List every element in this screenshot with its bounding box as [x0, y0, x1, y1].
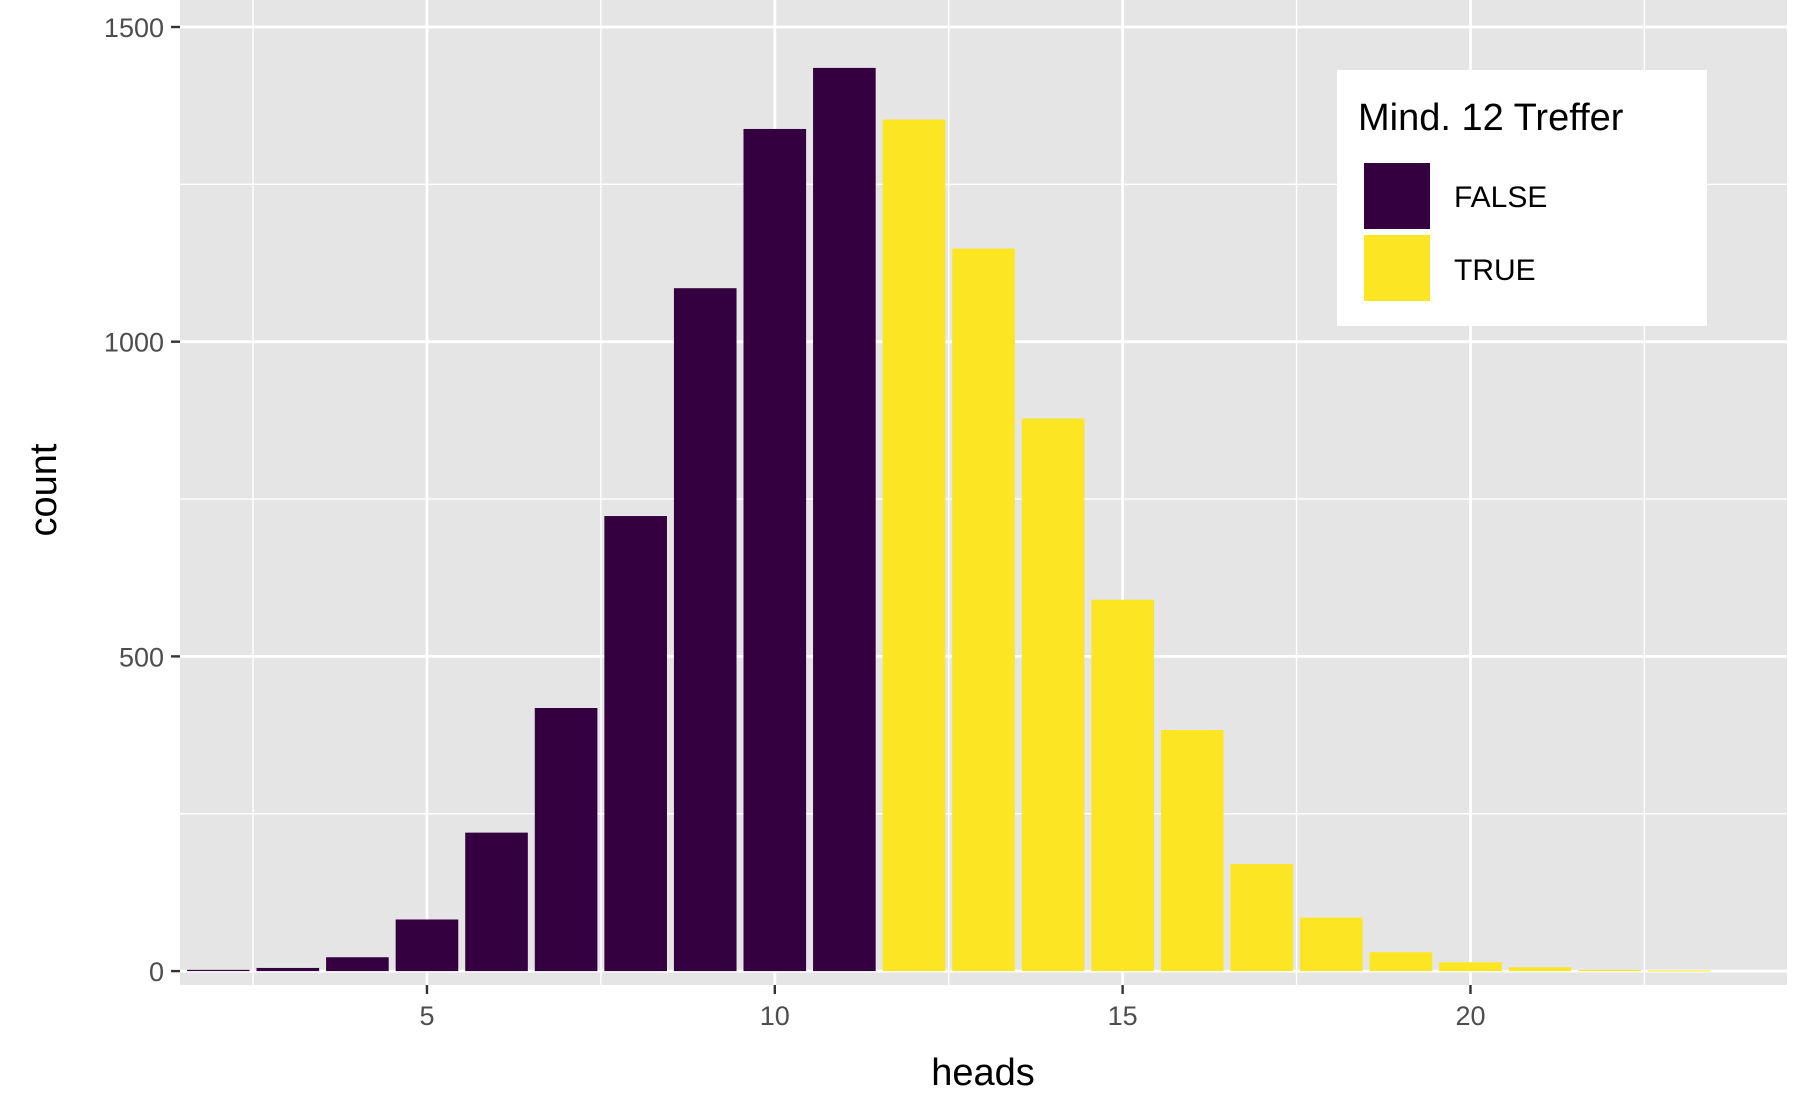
bar-7 — [534, 708, 598, 972]
bar-5 — [395, 919, 459, 972]
bars — [186, 67, 1711, 972]
x-tick-label: 20 — [1455, 1001, 1485, 1031]
x-axis: 5 10 15 20 — [419, 985, 1485, 1031]
x-axis-title: heads — [931, 1052, 1035, 1094]
bar-19 — [1369, 952, 1433, 972]
bar-4 — [326, 957, 389, 972]
y-tick-label: 1500 — [104, 13, 164, 43]
y-axis-title: count — [23, 443, 65, 536]
bar-18 — [1300, 917, 1363, 972]
bar-12 — [882, 119, 946, 972]
bar-2 — [186, 969, 250, 972]
x-tick-label: 10 — [760, 1001, 790, 1031]
bar-8 — [604, 516, 667, 972]
bar-16 — [1160, 730, 1224, 972]
y-tick-label: 0 — [149, 957, 164, 987]
bar-23 — [1647, 970, 1711, 972]
legend-key-false — [1364, 163, 1430, 229]
legend-key-true — [1364, 235, 1430, 301]
bar-3 — [256, 967, 320, 972]
x-tick-label: 15 — [1108, 1001, 1138, 1031]
legend-label-true: TRUE — [1454, 254, 1536, 287]
bar-17 — [1230, 864, 1294, 972]
bar-9 — [673, 288, 737, 972]
bar-13 — [952, 248, 1015, 972]
legend-label-false: FALSE — [1454, 181, 1547, 214]
bar-21 — [1508, 967, 1572, 972]
bar-6 — [465, 832, 528, 972]
bar-15 — [1091, 599, 1154, 972]
legend: Mind. 12 Treffer FALSE TRUE — [1337, 70, 1707, 326]
x-tick-label: 5 — [419, 1001, 434, 1031]
bar-10 — [743, 128, 807, 972]
bar-14 — [1021, 418, 1085, 972]
y-tick-label: 500 — [119, 642, 164, 672]
bar-11 — [813, 67, 876, 972]
bar-20 — [1439, 962, 1502, 972]
bar-22 — [1578, 969, 1641, 972]
y-tick-label: 1000 — [104, 328, 164, 358]
legend-title: Mind. 12 Treffer — [1358, 97, 1624, 139]
y-axis: 0 500 1000 1500 — [104, 13, 180, 987]
